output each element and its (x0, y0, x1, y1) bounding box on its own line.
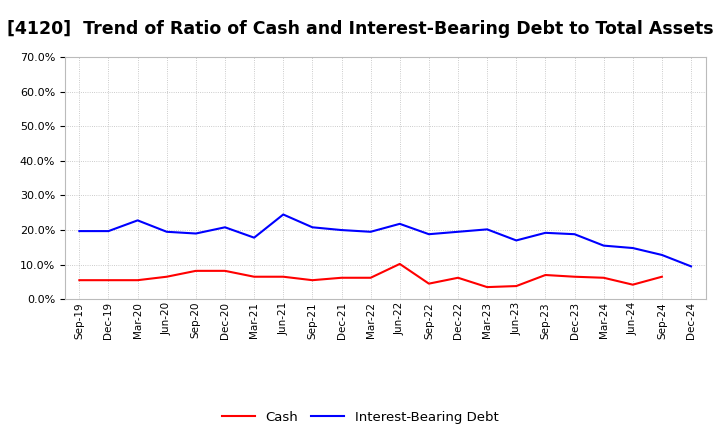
Cash (104, 278, 113, 283)
Cash (220, 268, 229, 274)
Cash (629, 282, 637, 287)
Interest-Bearing Debt (163, 229, 171, 235)
Interest-Bearing Debt (337, 227, 346, 233)
Interest-Bearing Debt (279, 212, 287, 217)
Cash (599, 275, 608, 280)
Interest-Bearing Debt (425, 231, 433, 237)
Cash (250, 274, 258, 279)
Interest-Bearing Debt (395, 221, 404, 227)
Cash (366, 275, 375, 280)
Interest-Bearing Debt (75, 228, 84, 234)
Cash (541, 272, 550, 278)
Interest-Bearing Debt (454, 229, 462, 235)
Cash (454, 275, 462, 280)
Interest-Bearing Debt (541, 230, 550, 235)
Cash (192, 268, 200, 274)
Cash (425, 281, 433, 286)
Cash (337, 275, 346, 280)
Cash (163, 274, 171, 279)
Cash (483, 285, 492, 290)
Cash (133, 278, 142, 283)
Cash (308, 278, 317, 283)
Interest-Bearing Debt (220, 225, 229, 230)
Line: Cash: Cash (79, 264, 662, 287)
Interest-Bearing Debt (483, 227, 492, 232)
Interest-Bearing Debt (657, 252, 666, 257)
Line: Interest-Bearing Debt: Interest-Bearing Debt (79, 215, 691, 266)
Cash (75, 278, 84, 283)
Interest-Bearing Debt (250, 235, 258, 240)
Text: [4120]  Trend of Ratio of Cash and Interest-Bearing Debt to Total Assets: [4120] Trend of Ratio of Cash and Intere… (6, 20, 714, 37)
Cash (395, 261, 404, 267)
Interest-Bearing Debt (512, 238, 521, 243)
Cash (657, 274, 666, 279)
Interest-Bearing Debt (629, 246, 637, 251)
Interest-Bearing Debt (104, 228, 113, 234)
Cash (279, 274, 287, 279)
Interest-Bearing Debt (133, 218, 142, 223)
Legend: Cash, Interest-Bearing Debt: Cash, Interest-Bearing Debt (216, 405, 504, 429)
Interest-Bearing Debt (599, 243, 608, 248)
Interest-Bearing Debt (308, 225, 317, 230)
Cash (512, 283, 521, 289)
Interest-Bearing Debt (192, 231, 200, 236)
Interest-Bearing Debt (570, 231, 579, 237)
Interest-Bearing Debt (687, 264, 696, 269)
Interest-Bearing Debt (366, 229, 375, 235)
Cash (570, 274, 579, 279)
